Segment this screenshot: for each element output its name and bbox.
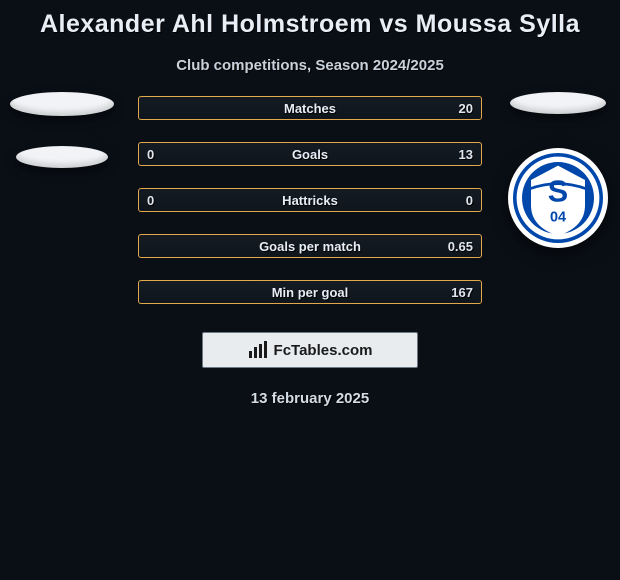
right-badge-placeholder-1 <box>510 92 606 114</box>
stat-left-value: 0 <box>147 193 154 208</box>
right-badges-column: S 04 <box>508 92 608 248</box>
stat-row-matches: Matches 20 <box>138 96 482 120</box>
svg-text:S: S <box>548 175 568 209</box>
stat-label: Hattricks <box>282 193 338 208</box>
comparison-arena: S 04 Matches 20 0 Goals 13 0 Hattricks 0… <box>0 96 620 407</box>
stats-list: Matches 20 0 Goals 13 0 Hattricks 0 Goal… <box>138 96 482 304</box>
stat-left-value: 0 <box>147 147 154 162</box>
stat-right-value: 13 <box>459 147 473 162</box>
left-badge-placeholder-1 <box>10 92 114 116</box>
svg-text:04: 04 <box>550 209 566 225</box>
shield-icon: S 04 <box>513 153 603 243</box>
stat-right-value: 20 <box>459 101 473 116</box>
stat-label: Matches <box>284 101 336 116</box>
stat-right-value: 0.65 <box>448 239 473 254</box>
stat-label: Goals <box>292 147 328 162</box>
stat-row-min-per-goal: Min per goal 167 <box>138 280 482 304</box>
page-subtitle: Club competitions, Season 2024/2025 <box>0 43 620 96</box>
stat-right-value: 167 <box>451 285 473 300</box>
watermark-text: FcTables.com <box>274 342 373 359</box>
club-logo-schalke: S 04 <box>508 148 608 248</box>
generation-date: 13 february 2025 <box>10 390 610 407</box>
stat-label: Goals per match <box>259 239 361 254</box>
page-title: Alexander Ahl Holmstroem vs Moussa Sylla <box>0 0 620 43</box>
left-badges-column <box>10 92 114 168</box>
stat-row-hattricks: 0 Hattricks 0 <box>138 188 482 212</box>
stat-row-goals-per-match: Goals per match 0.65 <box>138 234 482 258</box>
stat-right-value: 0 <box>466 193 473 208</box>
left-badge-placeholder-2 <box>16 146 108 168</box>
stat-row-goals: 0 Goals 13 <box>138 142 482 166</box>
stat-label: Min per goal <box>272 285 349 300</box>
bars-icon <box>248 341 268 359</box>
watermark-box: FcTables.com <box>202 332 418 368</box>
